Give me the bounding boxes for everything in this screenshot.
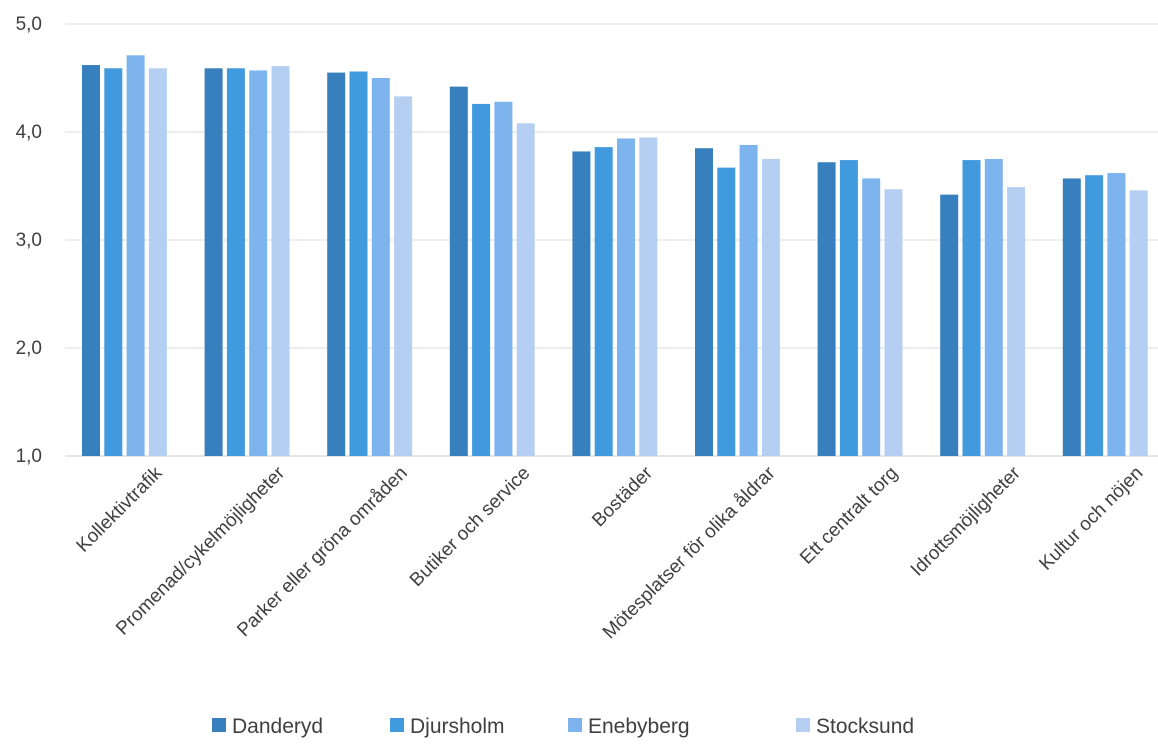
bar-enebyberg-3 <box>494 101 513 456</box>
bar-danderyd-8 <box>1062 178 1081 456</box>
x-tick-label: Bostäder <box>588 462 657 531</box>
bar-djursholm-5 <box>717 167 736 456</box>
bar-stocksund-8 <box>1129 190 1148 456</box>
x-tick-label: Idrottsmöjligheter <box>907 462 1025 580</box>
y-tick-label: 2,0 <box>16 338 42 359</box>
bar-stocksund-4 <box>639 137 658 456</box>
bar-stocksund-1 <box>271 66 290 457</box>
y-tick-label: 5,0 <box>16 14 42 35</box>
bar-djursholm-0 <box>104 68 123 456</box>
legend-swatch-djursholm <box>390 718 404 732</box>
x-axis-ticks: KollektivtrafikPromenad/cykelmöjligheter… <box>73 462 1148 643</box>
bar-enebyberg-0 <box>126 55 145 456</box>
bar-enebyberg-5 <box>739 144 758 456</box>
bar-enebyberg-6 <box>862 178 881 456</box>
bar-stocksund-3 <box>516 123 535 457</box>
y-tick-label: 1,0 <box>16 446 42 467</box>
bar-djursholm-4 <box>594 147 613 456</box>
x-tick-label: Kollektivtrafik <box>73 462 167 556</box>
bar-djursholm-2 <box>349 71 368 457</box>
bar-djursholm-7 <box>962 160 981 456</box>
bar-enebyberg-1 <box>249 70 268 456</box>
legend-label-stocksund: Stocksund <box>816 715 914 738</box>
bar-enebyberg-7 <box>984 159 1003 456</box>
legend-swatch-danderyd <box>212 718 226 732</box>
bar-danderyd-3 <box>449 86 468 456</box>
bar-stocksund-0 <box>148 68 167 456</box>
bar-stocksund-7 <box>1007 187 1026 456</box>
legend-label-danderyd: Danderyd <box>232 715 323 738</box>
bar-djursholm-8 <box>1085 175 1104 456</box>
x-tick-label: Kultur och nöjen <box>1035 463 1147 575</box>
x-tick-label: Butiker och service <box>406 463 534 591</box>
bar-danderyd-1 <box>204 68 223 456</box>
y-tick-label: 4,0 <box>16 122 42 143</box>
bar-djursholm-1 <box>226 68 245 456</box>
bar-djursholm-3 <box>472 103 491 457</box>
bar-enebyberg-4 <box>617 138 635 457</box>
bar-djursholm-6 <box>839 160 858 456</box>
bar-stocksund-5 <box>761 159 780 456</box>
legend-swatch-stocksund <box>796 718 810 732</box>
legend-swatch-enebyberg <box>568 718 582 732</box>
bar-stocksund-2 <box>394 96 413 457</box>
bar-danderyd-0 <box>82 65 100 456</box>
x-tick-label: Ett centralt torg <box>796 463 902 569</box>
legend: Danderyd Djursholm Enebyberg Stocksund <box>212 715 914 738</box>
bar-danderyd-5 <box>695 148 713 456</box>
y-axis-ticks: 1,0 2,0 3,0 4,0 5,0 <box>16 14 42 467</box>
bar-enebyberg-2 <box>371 78 390 456</box>
bar-danderyd-4 <box>572 151 591 456</box>
bar-danderyd-7 <box>940 194 959 456</box>
bar-enebyberg-8 <box>1107 173 1126 457</box>
bar-danderyd-6 <box>817 162 836 457</box>
y-tick-label: 3,0 <box>16 230 42 251</box>
bar-stocksund-6 <box>884 189 903 457</box>
legend-label-enebyberg: Enebyberg <box>588 715 690 738</box>
bars <box>82 55 1148 457</box>
bar-danderyd-2 <box>327 72 346 456</box>
legend-label-djursholm: Djursholm <box>410 715 505 738</box>
